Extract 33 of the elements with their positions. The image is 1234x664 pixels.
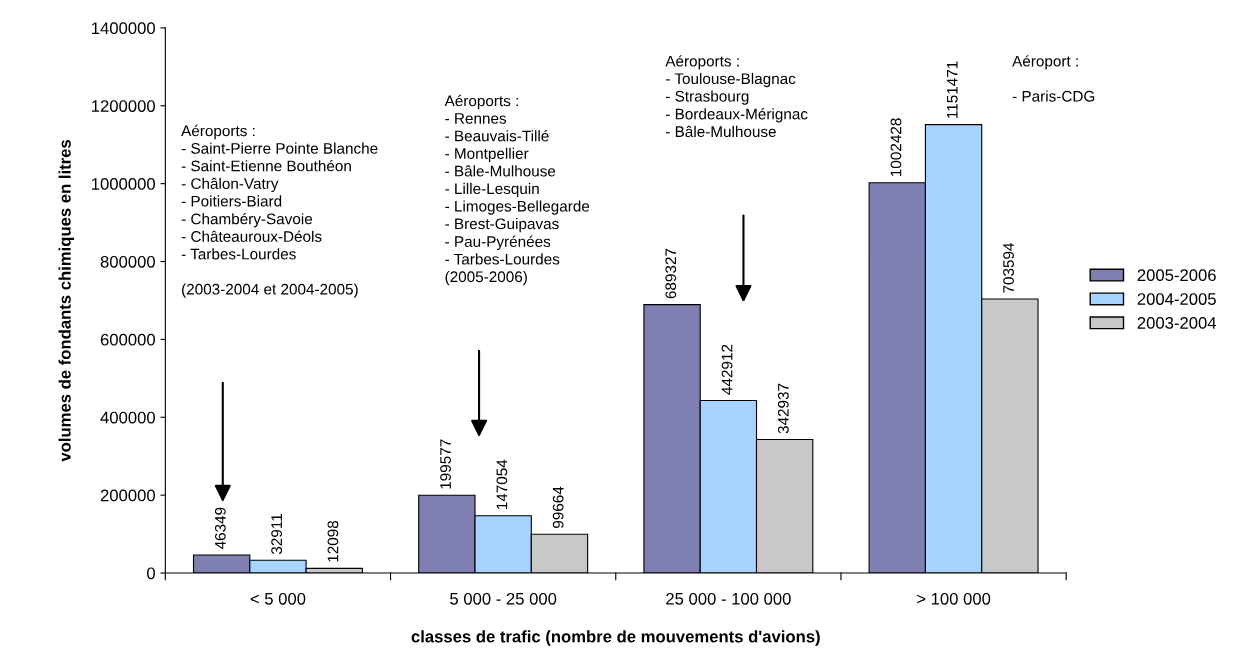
- x-tick-label: 25 000 - 100 000: [666, 592, 791, 605]
- y-tick-label: 800000: [100, 255, 155, 268]
- x-tick-label: > 100 000: [917, 592, 991, 605]
- text: Aéroport : - Paris-CDG: [1012, 55, 1095, 102]
- x-tick-label: < 5 000: [250, 592, 306, 605]
- text: Aéroports : - Rennes - Beauvais-Tillé - Montpellier - Bâle-Mulhouse - Lille-Lesquin - Limoges-Bellegarde - Brest-Guipavas - Pau-Pyrénées - Tarbes-Lourdes (2005-2006): [444, 94, 590, 286]
- y-tick-label: 400000: [100, 411, 155, 424]
- annotation: Aéroports : - Toulouse-Blagnac - Strasbourg - Bordeaux-Mérignac - Bâle-Mulhouse: [665, 55, 808, 138]
- data-label: 689327: [665, 248, 677, 299]
- y-axis-title: volumes de fondants chimiques en litres: [58, 139, 75, 462]
- legend-label: 2003-2004: [1137, 317, 1217, 329]
- data-label: 147054: [496, 459, 508, 510]
- legend-label: 2005-2006: [1137, 269, 1216, 282]
- data-label: 12098: [327, 520, 339, 562]
- data-label: 46349: [214, 507, 226, 550]
- text: Aéroports : - Saint-Pierre Pointe Blanche - Saint-Etienne Bouthéon - Châlon-Vatry - Poitiers-Biard - Chambéry-Savoie - Châteauroux-Déols - Tarbes-Lourdes (2003-2004 et 2004-2005): [181, 124, 378, 298]
- data-label: 442912: [721, 344, 733, 395]
- data-label: 199577: [440, 439, 451, 489]
- data-label: 703594: [1003, 242, 1014, 293]
- legend-label: 2004-2005: [1137, 293, 1216, 305]
- data-label: 32911: [271, 514, 283, 555]
- y-tick-label: 1400000: [92, 22, 155, 35]
- data-label: 99664: [552, 486, 564, 528]
- y-tick-label: 200000: [100, 489, 155, 502]
- data-label: 1151471: [947, 61, 958, 118]
- y-tick-label: 1000000: [92, 178, 155, 190]
- y-tick-label: 1200000: [92, 100, 155, 112]
- y-tick-label: 600000: [100, 333, 155, 346]
- y-tick-label: 0: [147, 567, 155, 580]
- x-axis-title: classes de trafic (nombre de mouvements d'avions): [411, 630, 820, 646]
- x-tick-label: 5 000 - 25 000: [450, 592, 557, 605]
- data-label: 342937: [777, 383, 789, 434]
- data-label: 1002428: [890, 118, 902, 176]
